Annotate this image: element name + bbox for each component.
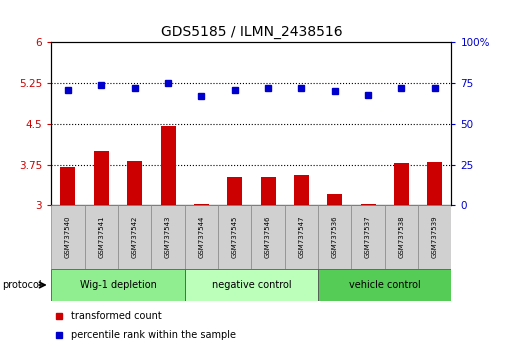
Text: GSM737546: GSM737546 — [265, 216, 271, 258]
Bar — [51, 269, 185, 301]
Text: GSM737545: GSM737545 — [232, 216, 238, 258]
Text: GSM737538: GSM737538 — [399, 216, 404, 258]
Bar — [318, 269, 451, 301]
Text: transformed count: transformed count — [71, 311, 162, 321]
Bar — [251, 205, 285, 269]
Text: percentile rank within the sample: percentile rank within the sample — [71, 330, 236, 340]
Bar — [427, 162, 442, 205]
Text: GSM737539: GSM737539 — [432, 216, 438, 258]
Bar — [94, 151, 109, 205]
Bar — [361, 204, 376, 205]
Text: negative control: negative control — [211, 280, 291, 290]
Bar — [385, 205, 418, 269]
Bar — [418, 205, 451, 269]
Bar — [194, 204, 209, 205]
Text: GSM737540: GSM737540 — [65, 216, 71, 258]
Bar — [394, 163, 409, 205]
Text: GSM737547: GSM737547 — [299, 216, 304, 258]
Text: GSM737543: GSM737543 — [165, 216, 171, 258]
Text: protocol: protocol — [3, 280, 42, 290]
Bar — [61, 167, 75, 205]
Bar — [127, 161, 142, 205]
Title: GDS5185 / ILMN_2438516: GDS5185 / ILMN_2438516 — [161, 25, 342, 39]
Text: GSM737536: GSM737536 — [332, 216, 338, 258]
Bar — [285, 205, 318, 269]
Bar — [318, 205, 351, 269]
Text: vehicle control: vehicle control — [349, 280, 421, 290]
Bar — [85, 205, 118, 269]
Bar — [218, 205, 251, 269]
Bar — [161, 126, 175, 205]
Bar — [118, 205, 151, 269]
Bar — [294, 176, 309, 205]
Bar — [327, 194, 342, 205]
Text: GSM737542: GSM737542 — [132, 216, 137, 258]
Bar — [351, 205, 385, 269]
Bar — [51, 205, 85, 269]
Bar — [185, 269, 318, 301]
Bar — [185, 205, 218, 269]
Bar — [151, 205, 185, 269]
Text: GSM737544: GSM737544 — [199, 216, 204, 258]
Text: GSM737537: GSM737537 — [365, 216, 371, 258]
Text: Wig-1 depletion: Wig-1 depletion — [80, 280, 156, 290]
Bar — [227, 177, 242, 205]
Text: GSM737541: GSM737541 — [98, 216, 104, 258]
Bar — [261, 177, 275, 205]
